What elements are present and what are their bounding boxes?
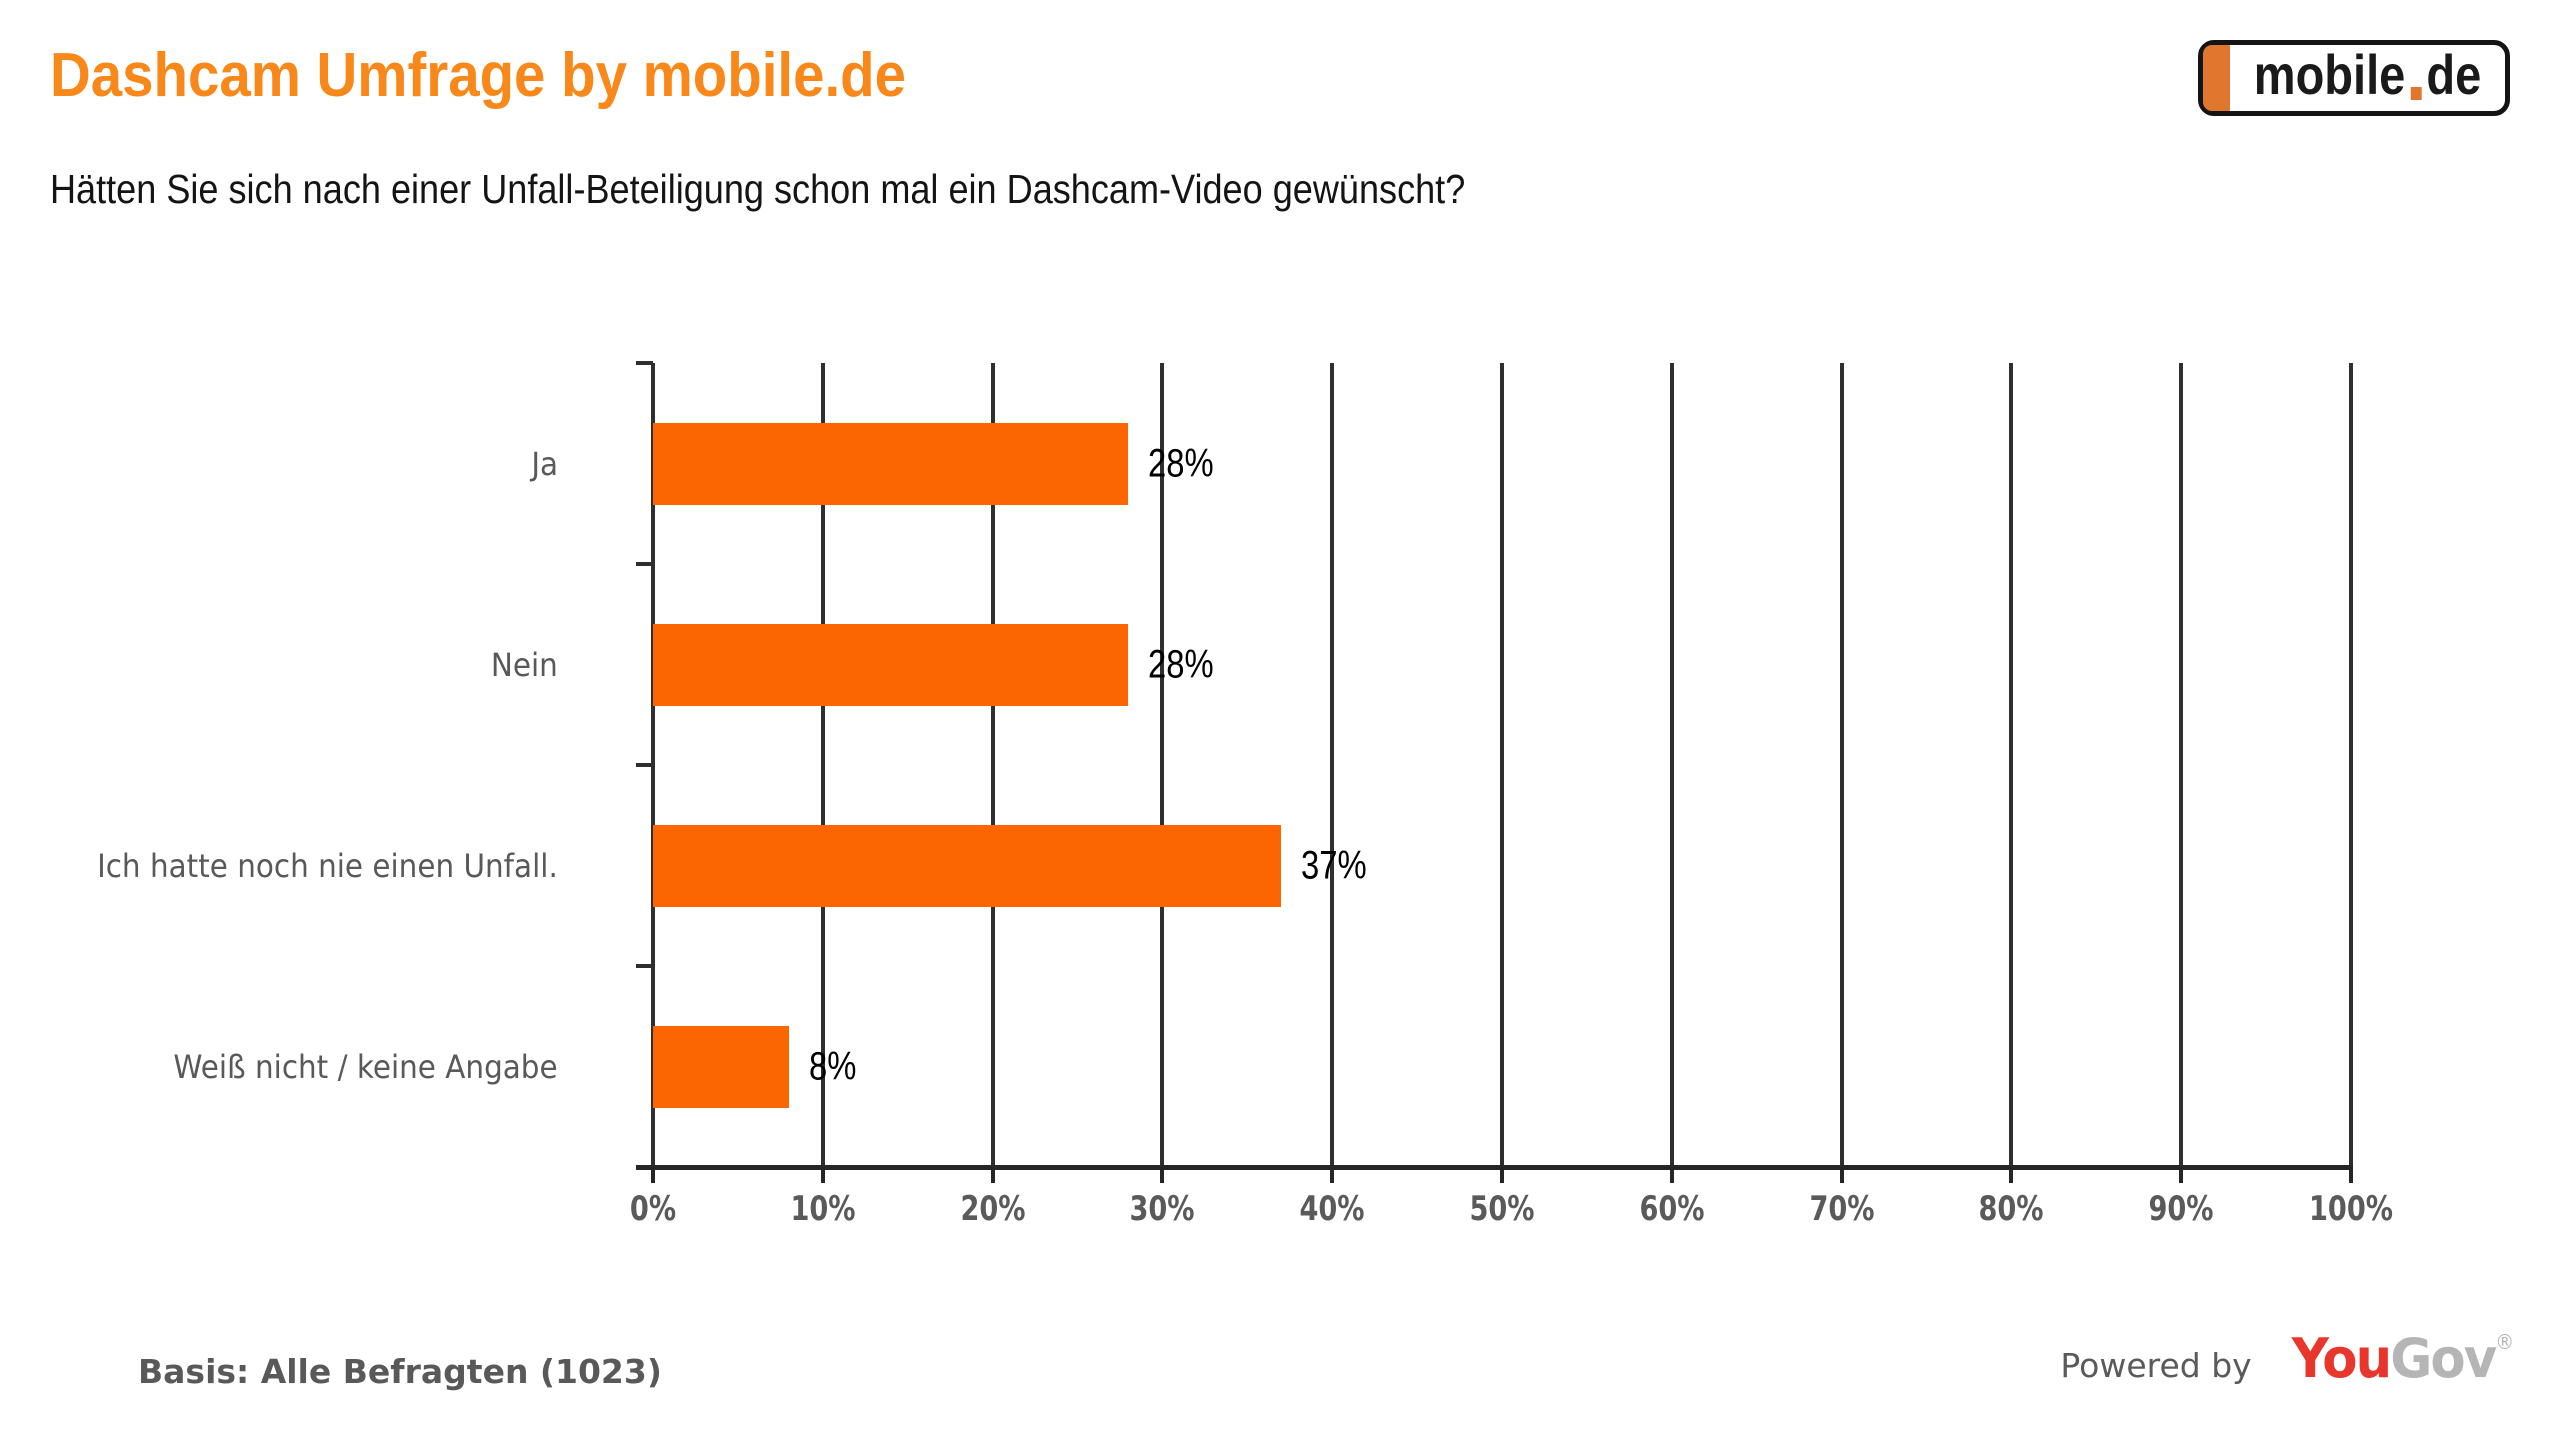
bar-value-label-2: 37% — [1301, 843, 1367, 887]
gridline-90 — [2179, 363, 2184, 1167]
category-label-text-0: Ja — [531, 444, 558, 483]
gridline-20 — [990, 363, 995, 1167]
x-tick-label-50: 50% — [1469, 1189, 1535, 1229]
x-tick-label-10: 10% — [790, 1189, 856, 1229]
category-label-1: Nein — [0, 564, 558, 765]
bar-0 — [653, 422, 1129, 505]
category-boundary-tick-1 — [636, 562, 653, 566]
yougov-logo-you: You — [2291, 1327, 2391, 1390]
x-tick-label-20: 20% — [960, 1189, 1026, 1229]
bar-3 — [653, 1025, 789, 1108]
survey-question: Hätten Sie sich nach einer Unfall-Beteil… — [50, 166, 1466, 212]
yougov-logo: YouGov® — [2291, 1332, 2514, 1386]
gridline-30 — [1160, 363, 1165, 1167]
x-axis-tick-100 — [2349, 1169, 2353, 1183]
x-axis-tick-60 — [1669, 1169, 1674, 1183]
x-axis-tick-30 — [1160, 1169, 1165, 1183]
category-label-2: Ich hatte noch nie einen Unfall. — [0, 765, 558, 966]
page-title: Dashcam Umfrage by mobile.de — [50, 41, 906, 110]
x-tick-label-60: 60% — [1639, 1189, 1705, 1229]
gridline-40 — [1330, 363, 1335, 1167]
x-axis-tick-90 — [2179, 1169, 2184, 1183]
gridline-60 — [1669, 363, 1674, 1167]
x-tick-label-0: 0% — [629, 1189, 677, 1229]
x-tick-label-40: 40% — [1299, 1189, 1365, 1229]
logo-text-tld: de — [2426, 43, 2482, 106]
logo-orange-tab — [2203, 45, 2230, 111]
x-tick-label-100: 100% — [2308, 1189, 2394, 1229]
x-axis-tick-40 — [1330, 1169, 1335, 1183]
basis-note: Basis: Alle Befragten (1023) — [138, 1352, 662, 1391]
bar-1 — [653, 623, 1129, 706]
gridline-80 — [2009, 363, 2014, 1167]
category-label-text-1: Nein — [491, 645, 558, 684]
gridline-10 — [820, 363, 825, 1167]
bar-value-label-3: 8% — [808, 1044, 857, 1088]
category-label-3: Weiß nicht / keine Angabe — [0, 966, 558, 1167]
category-axis-labels: Ja Nein Ich hatte noch nie einen Unfall. We… — [0, 363, 558, 1167]
category-boundary-tick-0 — [636, 361, 653, 365]
x-axis-tick-20 — [990, 1169, 995, 1183]
logo-dot-icon — [2410, 87, 2422, 100]
x-axis-line — [636, 1165, 2353, 1170]
registered-trademark-icon: ® — [2495, 1330, 2514, 1354]
x-tick-label-90: 90% — [2148, 1189, 2214, 1229]
category-boundary-tick-2 — [636, 763, 653, 767]
x-axis-tick-50 — [1500, 1169, 1504, 1183]
x-tick-label-30: 30% — [1129, 1189, 1195, 1229]
category-label-0: Ja — [0, 363, 558, 564]
logo-text-main: mobile — [2253, 43, 2406, 106]
x-tick-label-80: 80% — [1978, 1189, 2044, 1229]
category-label-text-3: Weiß nicht / keine Angabe — [173, 1047, 558, 1086]
plot-area: 0% 10% 20% 30% 40% 50% 60% 70% 80% 90% 100% 28% 28% 3… — [630, 361, 2393, 1229]
mobile-de-logo: mobile de — [2198, 40, 2510, 116]
powered-by-block: Powered by YouGov® — [2060, 1332, 2514, 1386]
x-axis-tick-0 — [651, 1169, 655, 1183]
yougov-logo-gov: Gov — [2389, 1327, 2497, 1390]
x-tick-label-70: 70% — [1809, 1189, 1875, 1229]
bar-value-label-1: 28% — [1148, 642, 1215, 686]
bar-value-label-0: 28% — [1148, 441, 1215, 485]
bar-2 — [653, 824, 1282, 907]
x-axis-tick-10 — [820, 1169, 825, 1183]
y-axis-line — [651, 363, 655, 1167]
category-label-text-2: Ich hatte noch nie einen Unfall. — [97, 846, 558, 885]
x-axis-tick-80 — [2009, 1169, 2014, 1183]
logo-text: mobile de — [2252, 47, 2483, 109]
category-boundary-tick-3 — [636, 964, 653, 968]
gridline-100 — [2349, 363, 2353, 1167]
powered-by-label: Powered by — [2060, 1346, 2252, 1385]
gridline-50 — [1500, 363, 1504, 1167]
x-axis-tick-70 — [1839, 1169, 1844, 1183]
gridline-70 — [1839, 363, 1844, 1167]
